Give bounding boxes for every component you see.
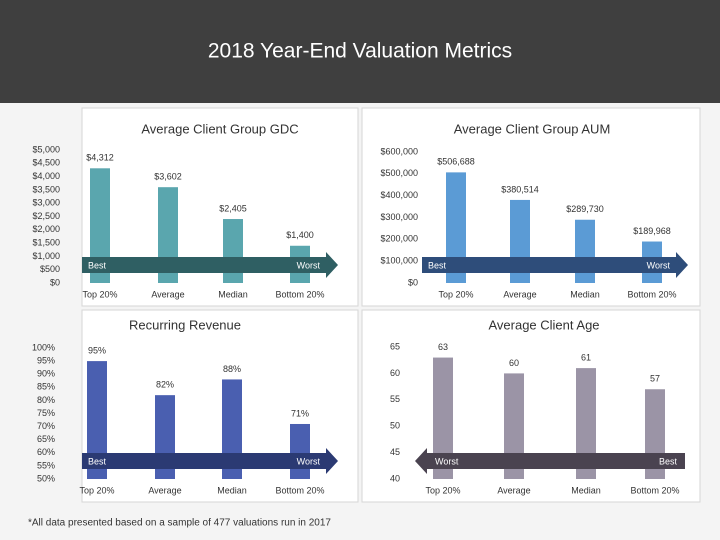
x-tick-label: Top 20% (438, 289, 473, 299)
x-tick-label: Bottom 20% (275, 485, 324, 495)
direction-arrow (422, 252, 688, 278)
y-tick-label: $2,500 (32, 211, 60, 221)
y-tick-label: 55 (390, 394, 400, 404)
arrow-label: Best (428, 260, 447, 270)
bar (504, 373, 524, 479)
y-tick-label: 45 (390, 447, 400, 457)
bar (575, 219, 595, 283)
value-label: $506,688 (437, 157, 475, 167)
y-tick-label: $4,500 (32, 158, 60, 168)
y-tick-label: $2,000 (32, 224, 60, 234)
arrow-label: Worst (435, 456, 459, 466)
x-tick-label: Average (503, 289, 536, 299)
bar (87, 361, 107, 479)
y-tick-label: 60% (37, 447, 55, 457)
y-tick-label: 40 (390, 473, 400, 483)
x-tick-label: Average (497, 485, 530, 495)
x-tick-label: Bottom 20% (627, 289, 676, 299)
y-tick-label: 75% (37, 408, 55, 418)
y-tick-label: $500,000 (380, 168, 418, 178)
slide-title: 2018 Year-End Valuation Metrics (208, 40, 512, 63)
y-tick-label: 80% (37, 395, 55, 405)
value-label: 95% (88, 345, 106, 355)
y-tick-label: $500 (40, 264, 60, 274)
arrow-label: Best (88, 260, 107, 270)
panel (361, 309, 701, 503)
direction-arrow (82, 448, 338, 474)
bar (90, 168, 110, 283)
bar (223, 219, 243, 283)
y-tick-label: 95% (37, 355, 55, 365)
x-tick-label: Top 20% (425, 485, 460, 495)
value-label: $1,400 (286, 230, 314, 240)
panel (81, 309, 359, 503)
y-tick-label: 70% (37, 421, 55, 431)
footnote: *All data presented based on a sample of… (28, 518, 331, 529)
x-tick-label: Top 20% (82, 289, 117, 299)
value-label: 63 (438, 342, 448, 352)
x-tick-label: Median (217, 485, 247, 495)
x-tick-label: Average (148, 485, 181, 495)
arrow-label: Worst (647, 260, 671, 270)
y-tick-label: 85% (37, 382, 55, 392)
y-tick-label: 50% (37, 473, 55, 483)
y-tick-label: 50 (390, 421, 400, 431)
value-label: 57 (650, 374, 660, 384)
value-label: 82% (156, 380, 174, 390)
value-label: 61 (581, 352, 591, 362)
value-label: $289,730 (566, 204, 604, 214)
value-label: $189,968 (633, 226, 671, 236)
y-tick-label: 60 (390, 368, 400, 378)
header-band (0, 0, 720, 103)
x-tick-label: Bottom 20% (275, 289, 324, 299)
y-tick-label: $100,000 (380, 256, 418, 266)
y-tick-label: 55% (37, 460, 55, 470)
bar (446, 172, 466, 283)
y-tick-label: $400,000 (380, 190, 418, 200)
value-label: $3,602 (154, 172, 182, 182)
direction-arrow (415, 448, 685, 474)
y-tick-label: $300,000 (380, 212, 418, 222)
value-label: 60 (509, 358, 519, 368)
y-tick-label: 90% (37, 369, 55, 379)
x-tick-label: Top 20% (79, 485, 114, 495)
value-label: $4,312 (86, 153, 114, 163)
arrow-label: Best (88, 456, 107, 466)
chart-title: Average Client Group GDC (141, 121, 298, 136)
y-tick-label: 65% (37, 434, 55, 444)
bar (433, 357, 453, 479)
value-label: $2,405 (219, 203, 247, 213)
y-tick-label: $200,000 (380, 234, 418, 244)
y-tick-label: $4,000 (32, 171, 60, 181)
y-tick-label: $3,000 (32, 198, 60, 208)
value-label: $380,514 (501, 184, 539, 194)
x-tick-label: Bottom 20% (630, 485, 679, 495)
value-label: 88% (223, 364, 241, 374)
x-tick-label: Median (218, 289, 248, 299)
bar (576, 368, 596, 479)
value-label: 71% (291, 408, 309, 418)
chart-title: Average Client Group AUM (454, 121, 611, 136)
y-tick-label: 100% (32, 342, 55, 352)
y-tick-label: $1,500 (32, 237, 60, 247)
y-tick-label: 65 (390, 341, 400, 351)
chart-title: Recurring Revenue (129, 317, 241, 332)
bar (290, 423, 310, 479)
arrow-label: Best (659, 456, 678, 466)
y-tick-label: $5,000 (32, 144, 60, 154)
arrow-label: Worst (297, 456, 321, 466)
chart-title: Average Client Age (488, 317, 599, 332)
y-tick-label: $0 (408, 277, 418, 287)
y-tick-label: $1,000 (32, 251, 60, 261)
y-tick-label: $600,000 (380, 146, 418, 156)
y-tick-label: $0 (50, 277, 60, 287)
x-tick-label: Median (570, 289, 600, 299)
arrow-label: Worst (297, 260, 321, 270)
y-tick-label: $3,500 (32, 184, 60, 194)
direction-arrow (82, 252, 338, 278)
x-tick-label: Average (151, 289, 184, 299)
x-tick-label: Median (571, 485, 601, 495)
